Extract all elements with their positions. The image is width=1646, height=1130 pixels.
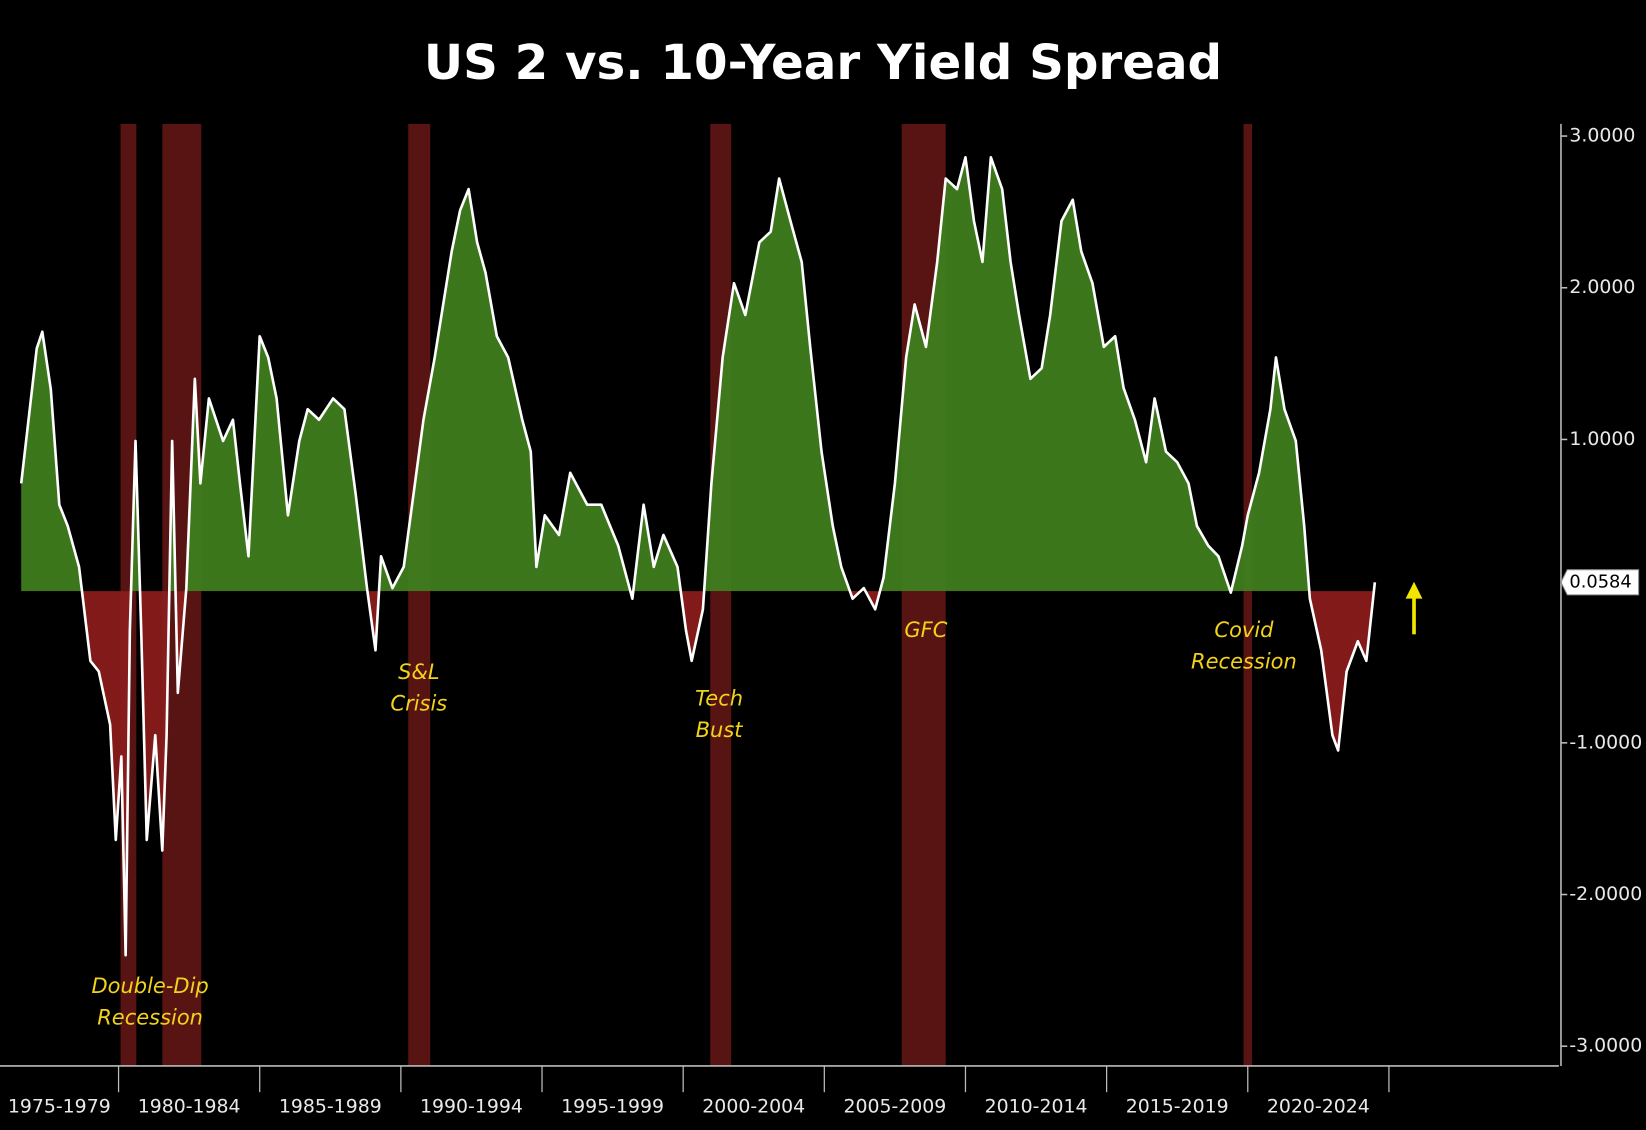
recession-band — [1243, 123, 1253, 1066]
x-tick-label: 1990-1994 — [420, 1095, 523, 1117]
x-tick-label: 2020-2024 — [1267, 1095, 1370, 1117]
annotation: Recession — [1191, 650, 1297, 674]
chart-title: US 2 vs. 10-Year Yield Spread — [424, 35, 1222, 91]
y-tick-label: -1.0000 — [1569, 731, 1642, 753]
y-tick-label: 3.0000 — [1569, 125, 1635, 147]
x-tick-label: 2015-2019 — [1126, 1095, 1229, 1117]
line — [19, 156, 1377, 957]
x-tick-label: 1985-1989 — [279, 1095, 382, 1117]
y-tick-label: -2.0000 — [1569, 883, 1642, 905]
recession-band — [408, 123, 431, 1066]
x-tick-label: 1975-1979 — [8, 1095, 111, 1117]
annotation: Bust — [696, 718, 744, 742]
annotation: S&L — [398, 660, 439, 684]
current-value-label: 0.0584 — [1569, 571, 1631, 592]
x-tick-label: 2000-2004 — [702, 1095, 805, 1117]
annotation: Recession — [97, 1006, 203, 1030]
arrow-head — [1405, 581, 1423, 599]
annotation: GFC — [904, 618, 947, 642]
annotation: Tech — [695, 686, 743, 710]
x-tick-label: 1980-1984 — [138, 1095, 241, 1117]
y-tick-label: -3.0000 — [1569, 1035, 1642, 1057]
x-tick-label: 2005-2009 — [843, 1095, 946, 1117]
recession-band — [710, 123, 732, 1066]
y-tick-label: 2.0000 — [1569, 276, 1635, 298]
y-tick-label: 1.0000 — [1569, 428, 1635, 450]
x-tick-label: 1995-1999 — [561, 1095, 664, 1117]
annotation: Double-Dip — [92, 974, 209, 998]
current-value-box — [1560, 569, 1640, 596]
x-tick-label: 2010-2014 — [985, 1095, 1088, 1117]
annotation: Covid — [1214, 618, 1274, 642]
area — [21, 157, 1375, 956]
annotation: Crisis — [390, 692, 447, 716]
